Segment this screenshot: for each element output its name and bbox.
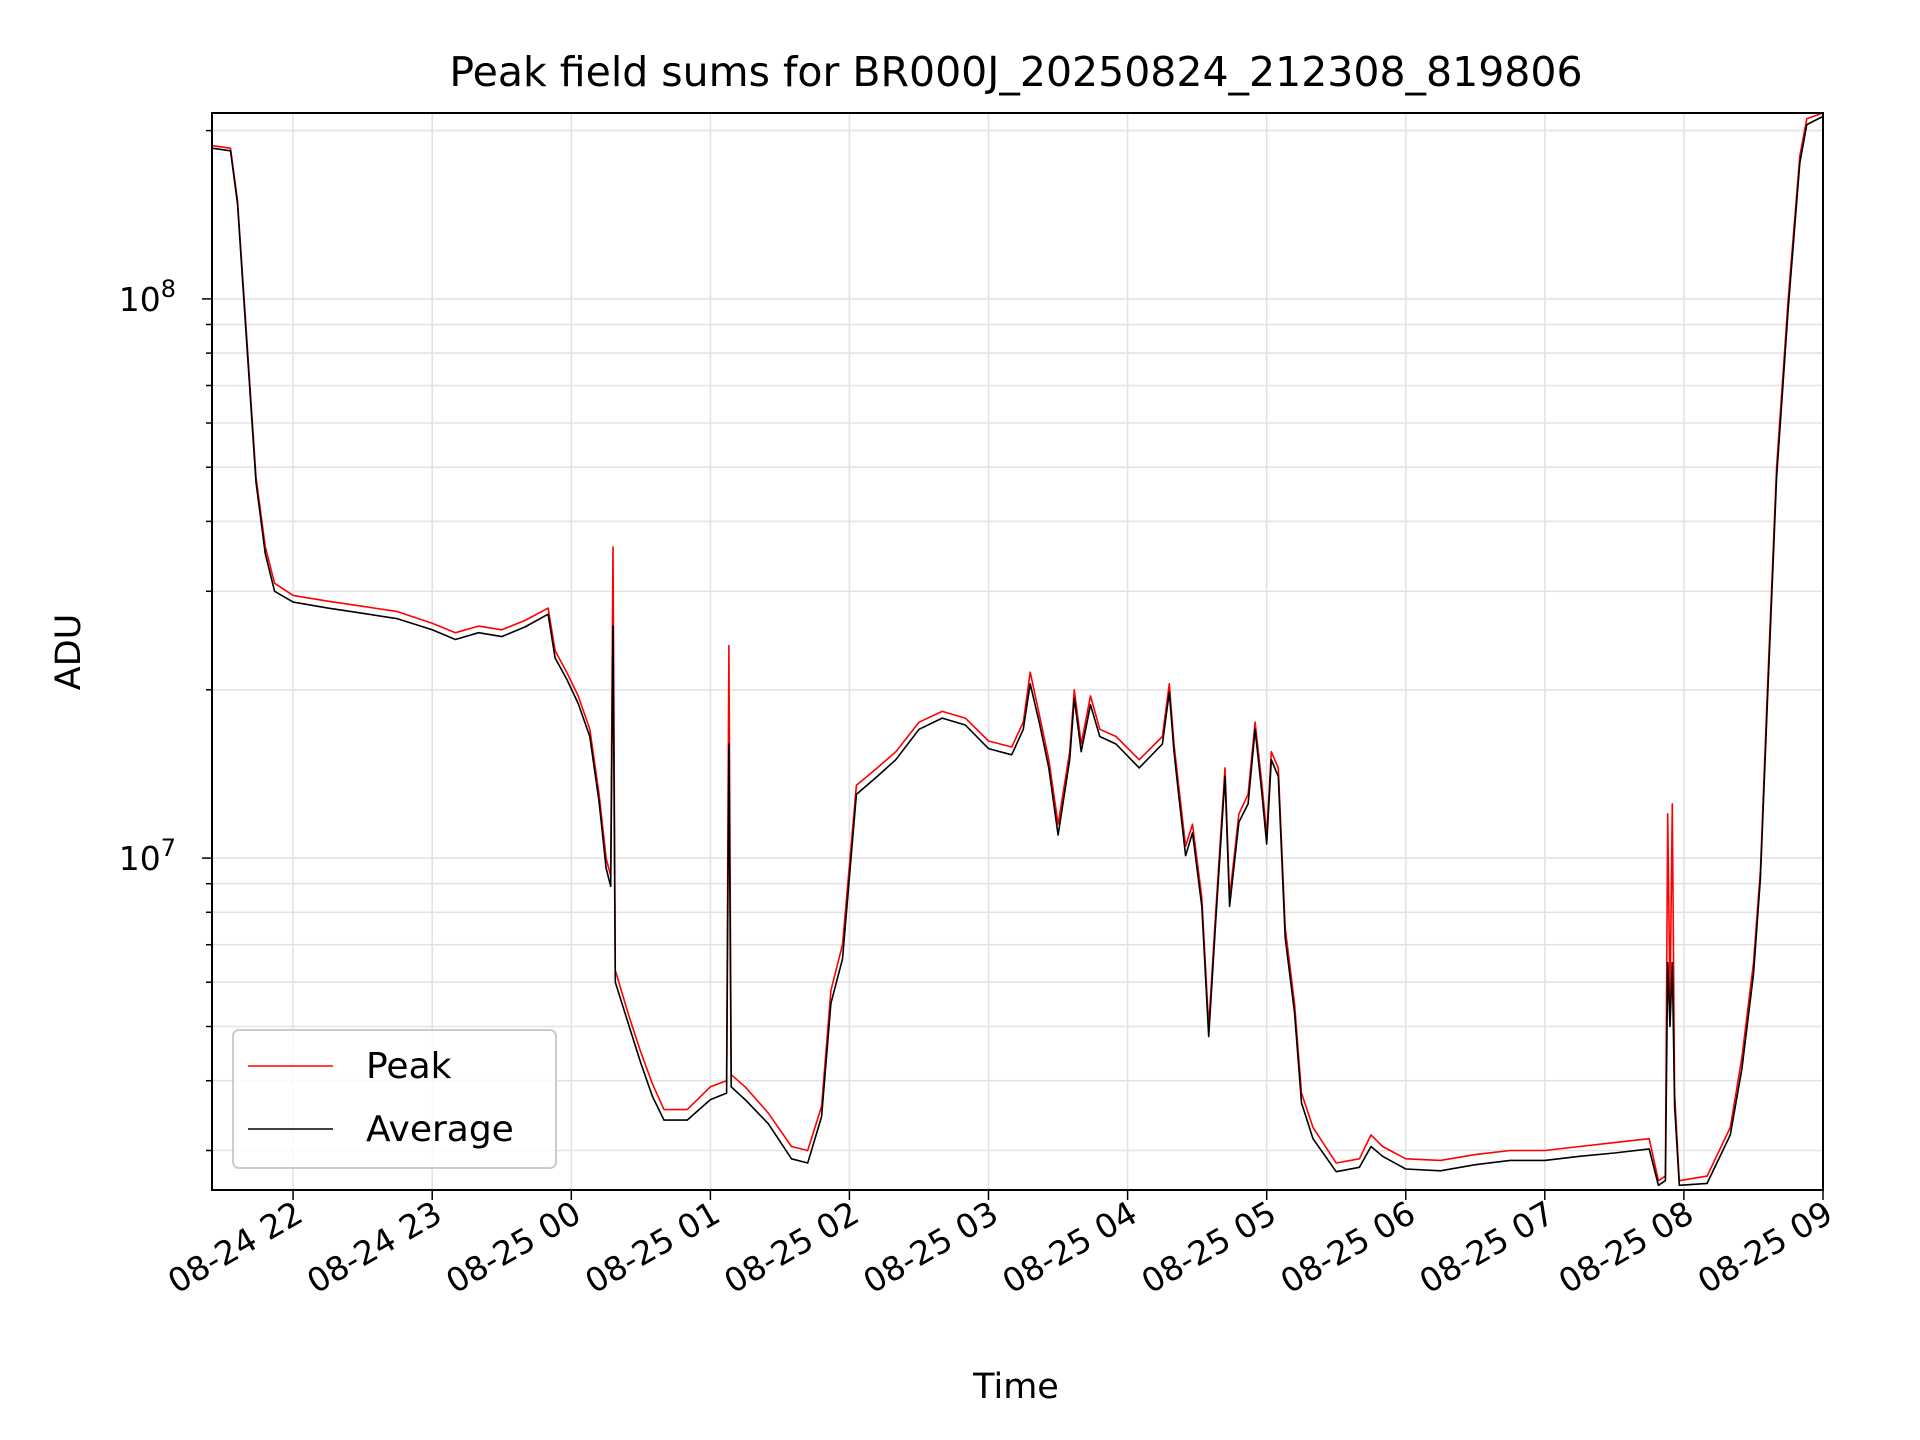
chart-title: Peak field sums for BR000J_20250824_2123… (449, 48, 1582, 96)
legend-label-average: Average (366, 1109, 514, 1150)
y-tick-label-exponent: 7 (161, 834, 176, 862)
legend: Peak Average (232, 1029, 557, 1169)
legend-label-peak: Peak (366, 1046, 452, 1087)
legend-box (232, 1029, 557, 1169)
plot-lines (211, 112, 1824, 1187)
plot-area-frame (211, 112, 1824, 1191)
y-tick-label-base: 10 (119, 280, 161, 319)
y-tick-label-exponent: 8 (161, 275, 176, 303)
grid-lines (212, 113, 1824, 1190)
y-axis-label: ADU (49, 614, 89, 691)
y-tick-label: 108 (119, 275, 176, 319)
series-line-average (211, 115, 1824, 1187)
series-line-peak (211, 112, 1824, 1182)
y-tick-label-base: 10 (119, 839, 161, 878)
x-axis-label: Time (972, 1367, 1059, 1407)
y-tick-label: 107 (119, 834, 176, 878)
